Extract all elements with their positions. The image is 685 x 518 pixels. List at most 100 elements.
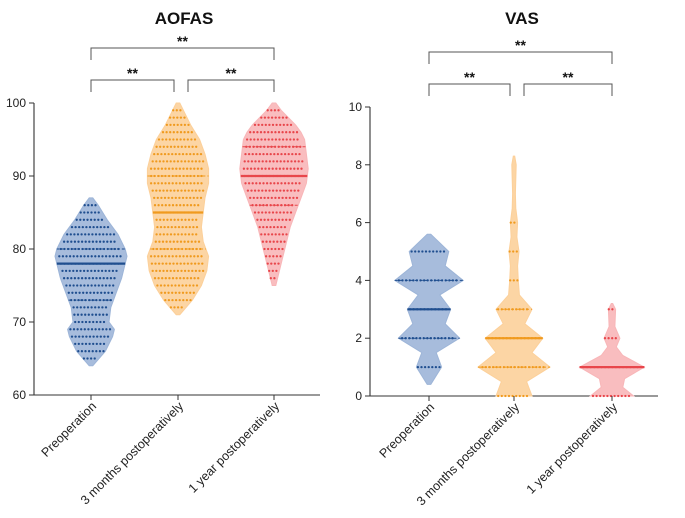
aofas-point: [198, 189, 201, 192]
aofas-point: [161, 262, 164, 265]
aofas-point: [286, 160, 290, 163]
aofas-point: [156, 152, 159, 156]
aofas-point: [176, 131, 179, 134]
aofas-point: [112, 233, 116, 236]
aofas-point: [77, 277, 80, 280]
aofas-point: [85, 335, 88, 338]
aofas-point: [267, 233, 270, 236]
aofas-points-0: [70, 225, 110, 229]
aofas-point: [91, 350, 94, 353]
aofas-point: [83, 211, 86, 214]
aofas-point: [283, 152, 287, 156]
vas-point: [422, 279, 426, 282]
aofas-point: [168, 204, 171, 207]
aofas-point: [89, 218, 93, 221]
aofas-point: [153, 196, 156, 200]
aofas-point: [104, 284, 108, 287]
aofas-point: [175, 174, 178, 178]
vas-point: [408, 279, 411, 282]
aofas-point: [163, 196, 167, 200]
aofas-point: [179, 204, 182, 207]
aofas-point: [187, 123, 190, 127]
aofas-point: [89, 357, 93, 360]
vas-violin-1: [477, 155, 551, 397]
aofas-point: [78, 335, 81, 338]
aofas-point: [246, 189, 250, 192]
aofas-point: [296, 167, 300, 170]
aofas-point: [99, 320, 102, 324]
aofas-point: [282, 211, 285, 214]
aofas-point: [103, 225, 106, 229]
vas-point: [512, 250, 515, 253]
aofas-point: [198, 160, 201, 163]
aofas-point: [162, 189, 165, 192]
aofas-point: [174, 298, 178, 302]
aofas-point: [277, 109, 280, 112]
aofas-point: [268, 160, 272, 163]
vas-point: [516, 279, 519, 282]
aofas-point: [274, 233, 277, 236]
vas-point: [508, 250, 511, 253]
aofas-point: [80, 277, 84, 280]
aofas-point: [167, 298, 171, 302]
aofas-point: [255, 145, 259, 148]
aofas-point: [268, 255, 271, 258]
aofas-point: [185, 152, 188, 156]
aofas-point: [171, 196, 174, 200]
aofas-point: [164, 204, 167, 207]
aofas-point: [88, 277, 91, 280]
aofas-point: [249, 196, 252, 200]
aofas-point: [84, 233, 87, 236]
aofas-point: [190, 240, 193, 243]
aofas-point: [97, 269, 100, 273]
aofas-point: [270, 218, 273, 221]
aofas-point: [79, 284, 82, 287]
aofas-point: [98, 233, 101, 236]
aofas-point: [165, 269, 169, 273]
aofas-point: [296, 138, 299, 141]
aofas-point: [76, 306, 79, 309]
aofas-points-2: [243, 160, 304, 163]
aofas-point: [110, 291, 114, 294]
aofas-point: [274, 116, 277, 119]
aofas-point: [285, 196, 288, 200]
aofas-point: [276, 225, 279, 229]
aofas-point: [264, 123, 267, 127]
vas-point: [426, 337, 429, 340]
aofas-point: [98, 328, 101, 331]
aofas-point: [256, 196, 259, 200]
aofas-point: [155, 233, 158, 236]
aofas-point: [195, 233, 198, 236]
aofas-point: [161, 277, 164, 280]
aofas-point: [289, 167, 292, 170]
aofas-point: [176, 116, 179, 119]
aofas-point: [189, 152, 192, 156]
aofas-point: [200, 174, 203, 178]
aofas-point: [102, 313, 105, 316]
aofas-point: [184, 218, 187, 221]
aofas-point: [73, 233, 76, 236]
aofas-point: [180, 160, 183, 163]
aofas-point: [90, 204, 94, 207]
aofas-point: [191, 189, 194, 192]
aofas-point: [154, 262, 157, 265]
aofas-point: [157, 255, 160, 258]
aofas-point: [244, 152, 247, 156]
aofas-point: [59, 247, 63, 251]
aofas-point: [274, 138, 278, 141]
aofas-point: [152, 247, 155, 251]
aofas-point: [197, 262, 200, 265]
aofas-point: [162, 160, 165, 163]
aofas-point: [293, 160, 297, 163]
aofas-points-1: [164, 298, 192, 302]
vas-point: [509, 221, 512, 224]
aofas-points-0: [73, 313, 108, 316]
vas-y-tick-label: 6: [355, 216, 362, 230]
aofas-point: [183, 131, 186, 134]
aofas-point: [180, 123, 183, 127]
aofas-point: [102, 240, 105, 243]
aofas-point: [171, 298, 174, 302]
aofas-point: [76, 284, 79, 287]
aofas-point: [70, 225, 74, 229]
vas-point: [627, 394, 631, 398]
